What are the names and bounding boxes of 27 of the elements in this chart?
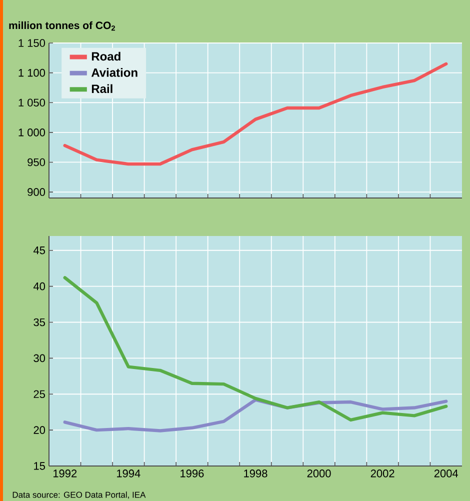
y-tick-label: 900 (28, 188, 46, 196)
x-tick-label: 2004 (434, 470, 458, 478)
x-tick-label: 1998 (244, 470, 268, 478)
legend-label: Road (92, 52, 120, 61)
y-tick-label: 1 000 (18, 128, 46, 136)
y-tick-label: 950 (28, 158, 46, 166)
y-tick-label: 20 (34, 426, 46, 434)
y-tick-label: 40 (33, 282, 46, 290)
x-tick-label: 1994 (117, 470, 140, 478)
y-tick-label: 45 (33, 246, 45, 254)
legend-label: Rail (92, 84, 112, 94)
x-tick-label: 1996 (180, 470, 204, 478)
y-tick-label: 1 050 (18, 98, 46, 107)
y-tick-label: 15 (34, 462, 45, 470)
x-tick-label: 1992 (53, 470, 77, 478)
y-tick-label: 1 100 (18, 68, 46, 77)
y-tick-label: 35 (34, 318, 45, 326)
legend-label: Aviation (91, 68, 138, 77)
y-tick-label: 1 150 (18, 39, 46, 47)
line-series (63, 62, 448, 166)
y-tick-label: 25 (34, 390, 45, 398)
source-note: Data source: GEO Data Portal, IEA (12, 492, 146, 499)
x-tick-label: 2000 (307, 470, 331, 478)
line-series (63, 276, 448, 422)
x-tick-label: 2002 (370, 470, 394, 478)
y-axis-title: million tonnes of CO$_{2}$ (9, 21, 115, 31)
y-tick-label: 30 (34, 354, 46, 362)
